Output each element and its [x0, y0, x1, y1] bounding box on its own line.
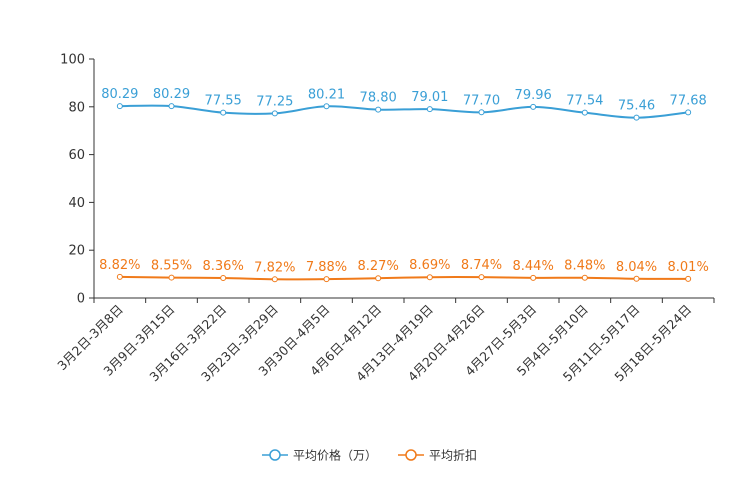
data-point [271, 276, 278, 283]
data-label: 7.88% [306, 260, 347, 275]
data-label: 79.96 [515, 88, 552, 103]
y-tick-label: 100 [60, 53, 85, 68]
data-label: 78.80 [360, 91, 397, 106]
y-tick-label: 0 [77, 292, 85, 307]
series-avg-discount: 8.82% 8.55% 8.36% 7.82% 7.88% 8.27% 8.69% 8.74%… [99, 258, 709, 283]
y-tick-label: 20 [68, 244, 85, 259]
series-avg-price: 80.29 80.29 77.55 77.25 80.21 78.80 79.01 77.70… [101, 87, 707, 121]
data-point [116, 103, 123, 110]
data-point [168, 274, 175, 281]
data-label: 75.46 [618, 99, 655, 114]
data-point [478, 109, 485, 116]
data-label: 8.55% [151, 259, 192, 274]
legend-marker-icon [269, 449, 281, 461]
data-point [478, 274, 485, 281]
data-point [530, 274, 537, 281]
data-point [633, 275, 640, 282]
data-label: 8.36% [203, 259, 244, 274]
data-label: 79.01 [411, 90, 448, 105]
data-point [426, 274, 433, 281]
data-point [633, 114, 640, 121]
data-label: 77.70 [463, 93, 500, 108]
legend-label: 平均折扣 [429, 448, 477, 463]
data-label: 8.44% [513, 259, 554, 274]
legend-item-avg-price[interactable]: 平均价格（万） [262, 448, 377, 463]
data-label: 8.27% [358, 259, 399, 274]
data-point [220, 275, 227, 282]
data-point [271, 110, 278, 117]
data-point [530, 103, 537, 110]
y-tick-label: 40 [68, 196, 85, 211]
data-point [323, 103, 330, 110]
data-label: 77.25 [256, 94, 293, 109]
series-layer: 80.29 80.29 77.55 77.25 80.21 78.80 79.01 77.70… [99, 87, 709, 283]
data-point [375, 106, 382, 113]
legend-marker-icon [405, 449, 417, 461]
data-label: 8.04% [616, 260, 657, 275]
data-label: 8.69% [409, 258, 450, 273]
data-label: 80.21 [308, 87, 345, 102]
data-point [685, 275, 692, 282]
data-point [220, 109, 227, 116]
data-label: 8.82% [99, 258, 140, 273]
legend: 平均价格（万） 平均折扣 [262, 448, 477, 463]
legend-item-avg-discount[interactable]: 平均折扣 [398, 448, 477, 463]
data-label: 8.48% [564, 259, 605, 274]
data-label: 80.29 [153, 87, 190, 102]
y-tick-label: 60 [68, 148, 85, 163]
data-point [426, 106, 433, 113]
data-point [116, 273, 123, 280]
data-point [685, 109, 692, 116]
data-label: 8.01% [668, 260, 709, 275]
data-label: 77.68 [670, 93, 707, 108]
data-point [581, 109, 588, 116]
series-line [119, 104, 689, 119]
data-label: 80.29 [101, 87, 138, 102]
y-tick-label: 80 [68, 100, 85, 115]
data-label: 7.82% [254, 260, 295, 275]
legend-label: 平均价格（万） [293, 448, 377, 463]
data-label: 77.54 [566, 94, 603, 109]
data-label: 77.55 [205, 94, 242, 109]
data-point [323, 276, 330, 283]
data-point [168, 103, 175, 110]
data-label: 8.74% [461, 258, 502, 273]
data-point [375, 275, 382, 282]
data-point [581, 274, 588, 281]
series-line [119, 275, 689, 281]
